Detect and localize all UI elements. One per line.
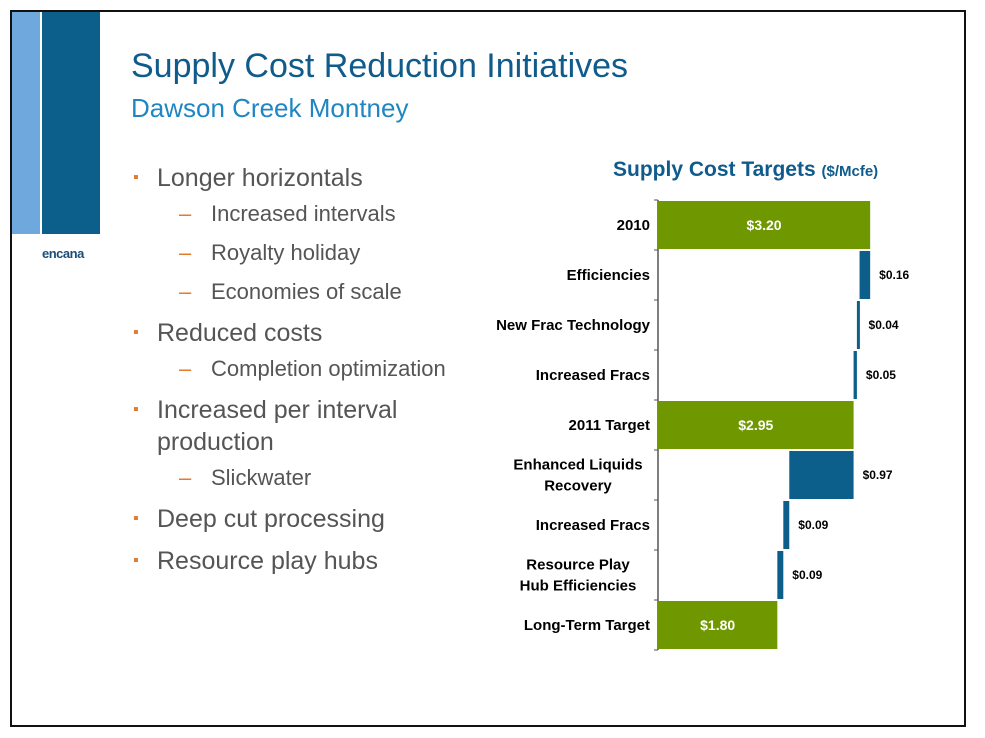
company-logo: encana <box>42 246 84 261</box>
sub-bullet-item: – Economies of scale <box>179 279 402 304</box>
decorative-dark-blue-bar <box>42 12 100 234</box>
chart-title: Supply Cost Targets ($/Mcfe) <box>613 158 878 182</box>
value-label: $0.09 <box>798 518 828 532</box>
total-bar <box>658 601 778 649</box>
decorative-light-blue-bar <box>12 12 40 234</box>
sub-bullet-item: – Increased intervals <box>179 201 396 226</box>
bullet-item: Resource play hubs <box>133 545 478 577</box>
delta-bar <box>777 551 784 599</box>
sub-bullet-text: Completion optimization <box>211 356 446 381</box>
sub-bullet-item: – Completion optimization <box>179 356 446 381</box>
bullet-item: Increased per interval production <box>133 394 478 458</box>
bullet-item: Longer horizontals <box>133 162 478 194</box>
category-label: 2011 Target <box>569 417 650 434</box>
total-bar <box>658 401 854 449</box>
waterfall-chart: 2010 $3.20 Efficiencies $0.16 New Frac Techn… <box>496 199 910 651</box>
value-label: $3.20 <box>747 217 782 233</box>
category-label: Resource Play Hub Efficiencies <box>520 557 637 595</box>
category-label: 2010 <box>617 217 650 234</box>
sub-bullet-item: – Royalty holiday <box>179 240 361 265</box>
value-label: $0.16 <box>879 268 909 282</box>
value-label: $1.80 <box>700 617 735 633</box>
value-label: $0.09 <box>792 568 822 582</box>
sub-bullet-text: Economies of scale <box>211 279 402 304</box>
sub-bullet-text: Royalty holiday <box>211 240 361 265</box>
value-label: $0.97 <box>863 468 893 482</box>
category-label: Increased Fracs <box>536 367 650 384</box>
bullet-list: Longer horizontals –Increased intervals … <box>133 162 478 583</box>
slide-title: Supply Cost Reduction Initiatives <box>131 47 629 85</box>
total-bar <box>658 201 871 249</box>
chart-unit: ($/Mcfe) <box>821 163 879 180</box>
slide-subtitle: Dawson Creek Montney <box>131 93 409 123</box>
chart-title-text: Supply Cost Targets <box>613 158 816 181</box>
category-label: New Frac Technology <box>496 317 651 334</box>
category-label: Enhanced Liquids Recovery <box>513 457 642 495</box>
delta-bar <box>789 451 854 499</box>
delta-bar <box>859 251 871 299</box>
sub-bullet-text: Slickwater <box>211 465 312 490</box>
category-label: Efficiencies <box>567 267 650 284</box>
slide-frame <box>10 10 966 727</box>
delta-bar <box>856 301 860 349</box>
delta-bar <box>853 351 857 399</box>
category-label: Increased Fracs <box>536 517 650 534</box>
sub-bullet-item: – Slickwater <box>179 465 312 490</box>
bullet-item: Reduced costs <box>133 317 478 349</box>
value-label: $2.95 <box>738 417 773 433</box>
sub-bullet-text: Increased intervals <box>211 201 396 226</box>
value-label: $0.04 <box>869 318 899 332</box>
category-label: Long-Term Target <box>524 617 650 634</box>
value-label: $0.05 <box>866 368 896 382</box>
delta-bar <box>783 501 790 549</box>
bullet-item: Deep cut processing <box>133 503 478 535</box>
